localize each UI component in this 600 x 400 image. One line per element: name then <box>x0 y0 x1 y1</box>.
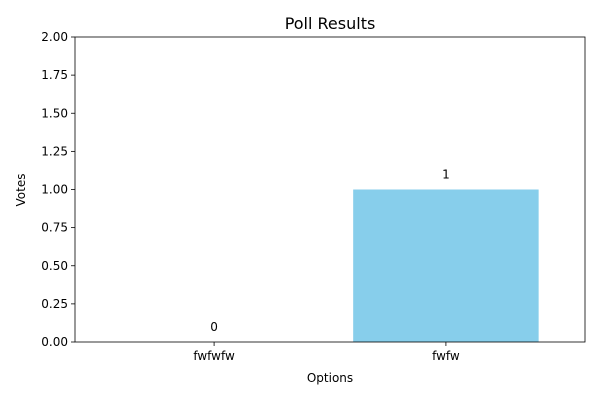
y-tick-label: 2.00 <box>41 30 68 44</box>
y-axis-label: Votes <box>14 174 28 207</box>
data-labels: 01 <box>210 167 449 334</box>
x-tick-label: fwfwfw <box>193 349 235 363</box>
y-tick-label: 1.25 <box>41 144 68 158</box>
y-tick-label: 0.50 <box>41 259 68 273</box>
plot-frame <box>74 36 586 343</box>
y-tick-label: 0.75 <box>41 221 68 235</box>
y-tick-label: 0.25 <box>41 297 68 311</box>
data-label: 0 <box>210 320 218 334</box>
data-label: 1 <box>442 167 450 181</box>
x-tick-label: fwfw <box>432 349 460 363</box>
y-tick-label: 1.00 <box>41 183 68 197</box>
bars-group <box>353 189 539 342</box>
y-tick-label: 1.50 <box>41 106 68 120</box>
x-axis: fwfwfw fwfw <box>193 342 460 363</box>
bar <box>353 189 539 342</box>
x-axis-label: Options <box>307 371 353 385</box>
y-axis: 0.00 0.25 0.50 0.75 1.00 1.25 1.50 1.75 2.00 <box>41 30 75 349</box>
y-tick-label: 0.00 <box>41 335 68 349</box>
chart-title: Poll Results <box>285 14 376 33</box>
y-tick-label: 1.75 <box>41 68 68 82</box>
